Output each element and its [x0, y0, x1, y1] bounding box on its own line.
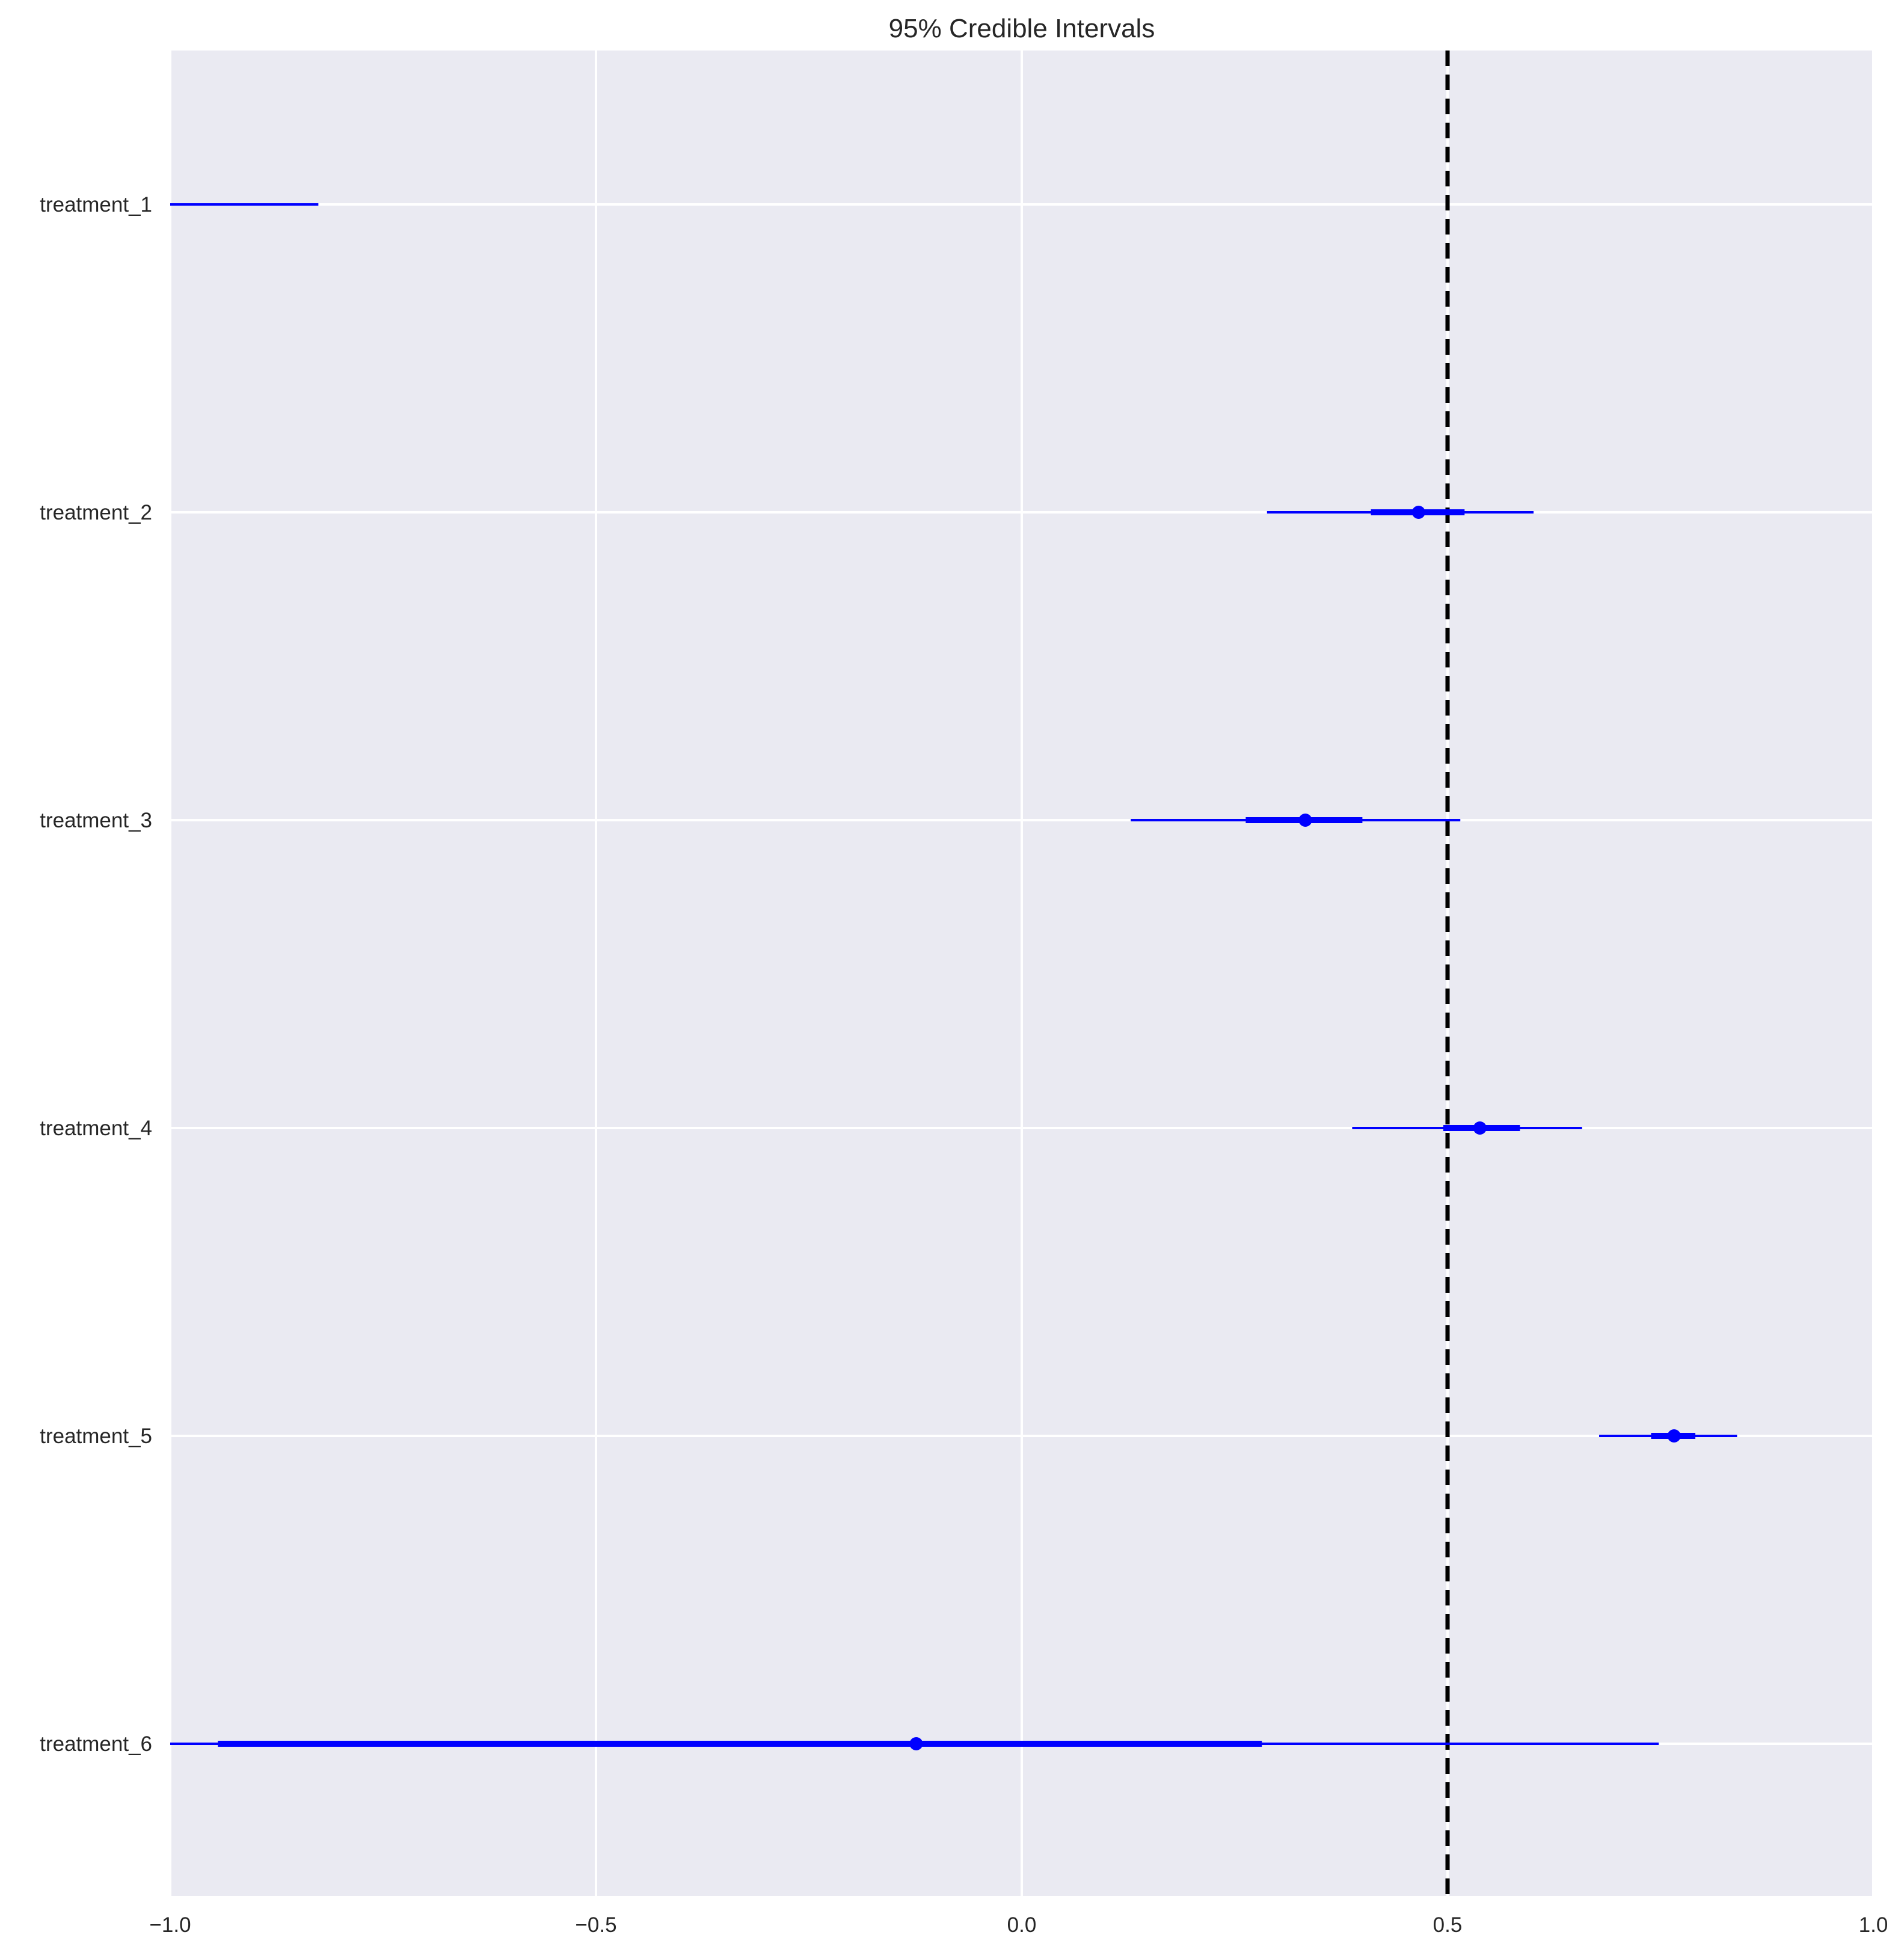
y-tick-label: treatment_4: [40, 1117, 152, 1140]
median-point: [1298, 814, 1312, 827]
median-point: [909, 1737, 923, 1750]
x-tick-label: 0.5: [1433, 1913, 1463, 1937]
median-point: [1473, 1121, 1487, 1135]
y-tick-label: treatment_3: [40, 809, 152, 832]
y-tick-label: treatment_5: [40, 1424, 152, 1448]
x-tick-label: 0.0: [1007, 1913, 1037, 1937]
y-tick-label: treatment_2: [40, 501, 152, 524]
x-tick-label: 1.0: [1859, 1913, 1888, 1937]
y-tick-label: treatment_1: [40, 193, 152, 216]
y-tick-label: treatment_6: [40, 1732, 152, 1756]
interval-row: [1599, 1429, 1737, 1443]
median-point: [1411, 506, 1425, 519]
interval-row: [1131, 814, 1461, 827]
chart-title: 95% Credible Intervals: [889, 14, 1155, 43]
y-tick-labels: treatment_1 treatment_2 treatment_3treatme…: [40, 193, 152, 1756]
x-tick-labels: −1.0 −0.5 0.0 0.5 1.0: [149, 1913, 1888, 1937]
median-point: [1667, 1429, 1681, 1443]
x-tick-label: −0.5: [575, 1913, 616, 1937]
interval-series: [170, 203, 1737, 1750]
interval-row: [170, 1737, 1659, 1750]
x-tick-label: −1.0: [149, 1913, 191, 1937]
interval-row: [1267, 506, 1534, 519]
interval-row: [1352, 1121, 1582, 1135]
